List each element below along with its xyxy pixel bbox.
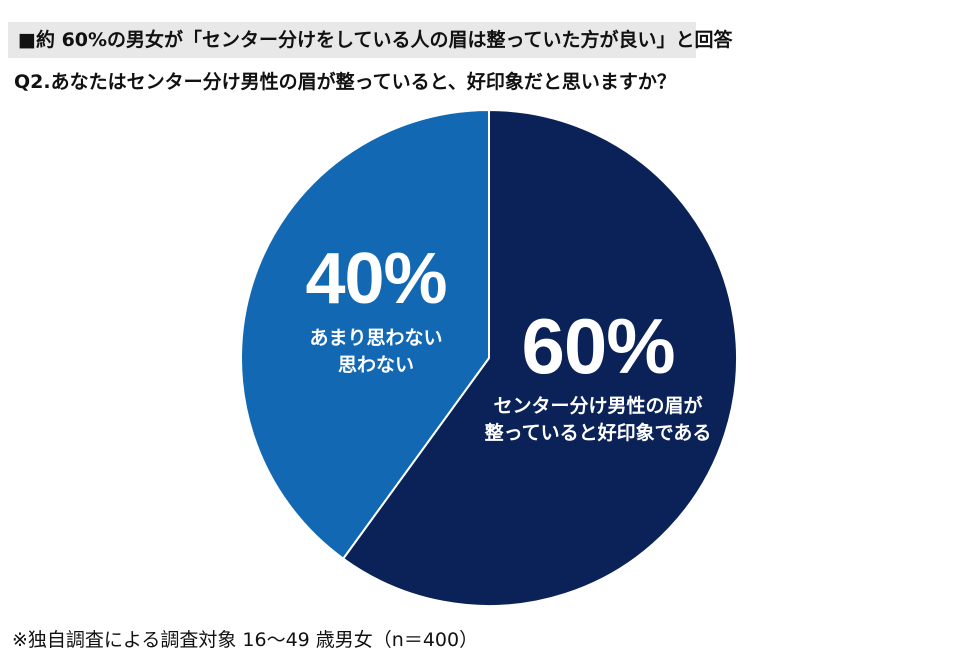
- slice-text-not-think-line-2: 思わない: [337, 354, 415, 376]
- pie-slice-good-impression: [341, 108, 738, 607]
- slice-text-good-impression-line-2: 整っていると好印象である: [484, 422, 712, 444]
- slice-percent-good-impression: 60%: [521, 302, 675, 390]
- headline-band: [8, 22, 696, 58]
- question-text: Q2.あなたはセンター分け男性の眉が整っていると、好印象だと思いますか？: [14, 71, 676, 93]
- slice-percent-not-think: 40%: [305, 239, 447, 319]
- pie-slice-not-think: [240, 108, 490, 561]
- footnote: ※独自調査による調査対象 16～49 歳男女（n＝400）: [12, 629, 479, 651]
- headline: ■約 60%の男女が「センター分けをしている人の眉は整っていた方が良い」と回答: [18, 29, 733, 51]
- slice-text-not-think-line-1: あまり思わない: [309, 327, 443, 349]
- slice-label-not-think: 40% あまり思わない 思わない: [305, 239, 447, 379]
- slice-text-good-impression-line-1: センター分け男性の眉が: [493, 395, 703, 417]
- slice-label-good-impression: 60% センター分け男性の眉が 整っていると好印象である: [485, 307, 712, 447]
